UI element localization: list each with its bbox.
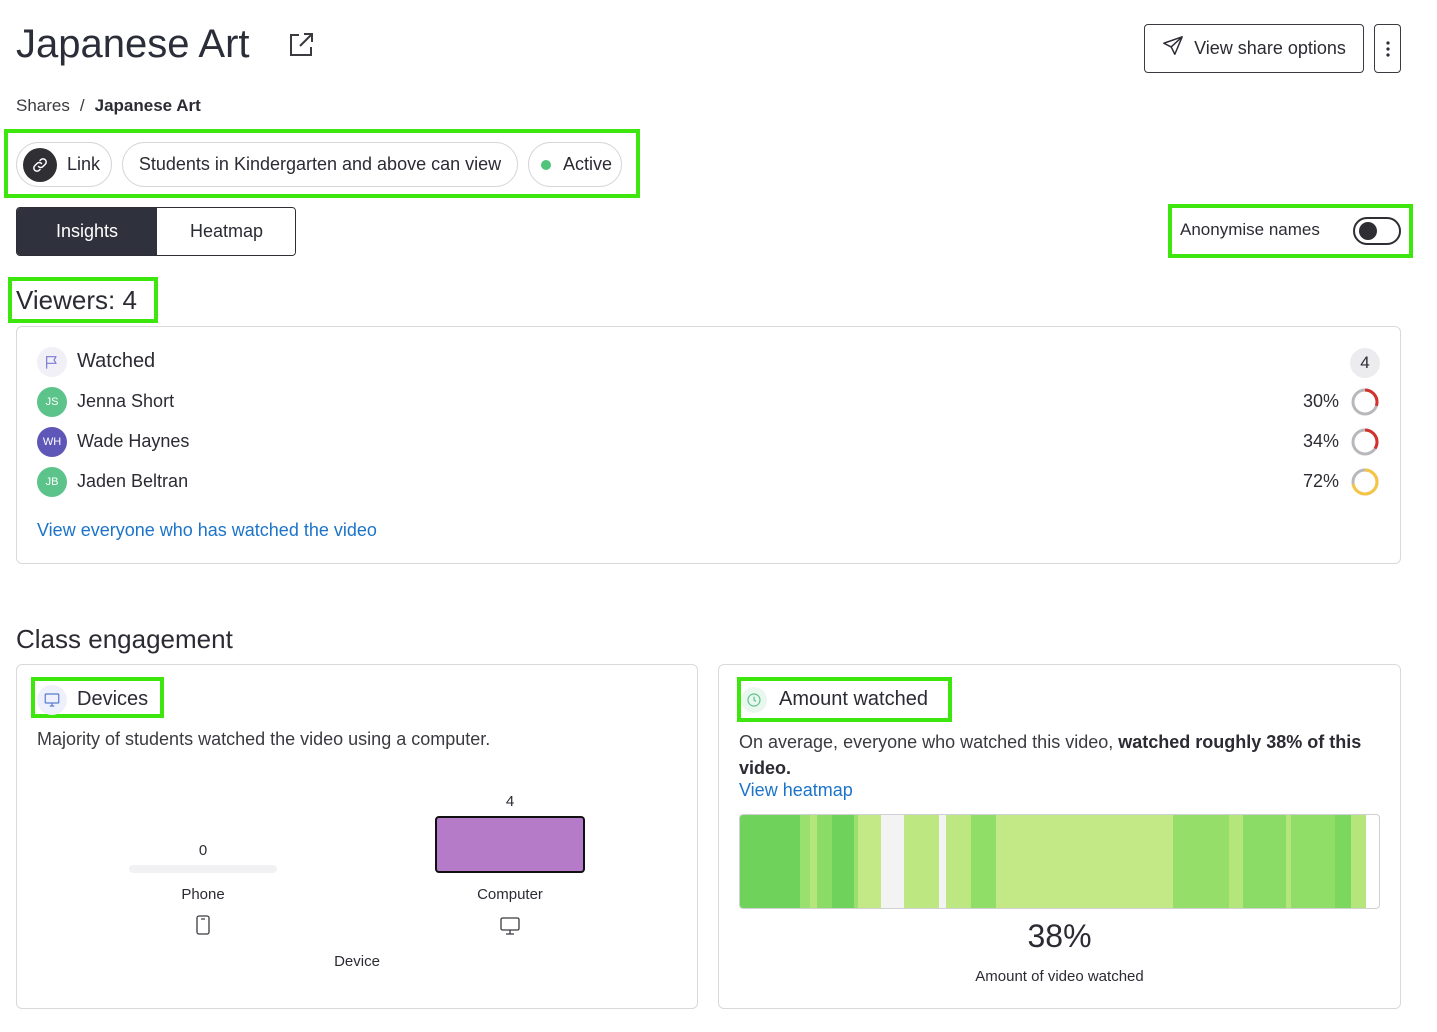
viewers-count-heading: Viewers: 4 — [16, 285, 137, 315]
breadcrumb: Shares / Japanese Art — [16, 96, 201, 116]
clock-icon — [741, 687, 767, 713]
heatmap-segment — [1335, 815, 1351, 908]
amount-watched-percent: 38% — [1027, 918, 1092, 954]
chart-data-label: 4 — [506, 793, 514, 810]
heatmap-segment — [1229, 815, 1244, 908]
heatmap-segment — [1173, 815, 1230, 908]
chart-data-label: 0 — [199, 842, 207, 859]
watched-title: Watched — [77, 350, 156, 372]
chart-bar-track — [129, 865, 277, 873]
status-chip: Active — [528, 142, 622, 187]
breadcrumb-current: Japanese Art — [94, 96, 201, 115]
heatmap-segment — [1290, 815, 1336, 908]
amount-description-bold: watched roughly 38% of this video. — [739, 732, 1362, 778]
avatar: JS — [37, 387, 67, 417]
heatmap-segment — [903, 815, 940, 908]
page-title: Japanese Art — [16, 22, 250, 66]
monitor-icon — [37, 685, 67, 715]
viewer-percent: 34% — [1302, 431, 1339, 451]
tab-heatmap[interactable]: Heatmap — [157, 208, 295, 255]
view-heatmap-link[interactable]: View heatmap — [739, 780, 853, 800]
avatar: JB — [37, 467, 67, 497]
amount-description: On average, everyone who watched this vi… — [739, 729, 1389, 781]
devices-description: Majority of students watched the video u… — [37, 729, 491, 749]
flag-icon — [37, 347, 67, 377]
audience-chip-label: Students in Kindergarten and above can v… — [138, 154, 502, 174]
viewer-name: Jenna Short — [77, 391, 175, 411]
chart-category-label: Computer — [477, 886, 543, 903]
heatmap-segment — [995, 815, 1174, 908]
heatmap-segment — [971, 815, 996, 908]
audience-chip: Students in Kindergarten and above can v… — [122, 142, 518, 187]
view-share-options-button[interactable]: View share options — [1144, 24, 1364, 73]
amount-description-plain: On average, everyone who watched this vi… — [739, 732, 1119, 752]
heatmap-segment — [1243, 815, 1286, 908]
heatmap-segment — [853, 815, 858, 908]
heatmap-segment — [800, 815, 811, 908]
status-chip-label: Active — [563, 154, 613, 174]
devices-title: Devices — [77, 688, 149, 710]
heatmap-segment — [1350, 815, 1367, 908]
heatmap-segment — [1285, 815, 1291, 908]
class-engagement-heading: Class engagement — [16, 624, 233, 654]
more-options-button[interactable] — [1374, 24, 1401, 73]
external-link-icon[interactable] — [286, 30, 316, 60]
highlight-viewers — [8, 277, 158, 323]
vertical-dots-icon — [1385, 40, 1390, 57]
tab-insights[interactable]: Insights — [17, 208, 157, 255]
link-icon — [23, 147, 57, 182]
highlight-amount-watched — [737, 677, 952, 722]
anonymise-toggle[interactable] — [1353, 217, 1401, 245]
devices-chart: 0 Phone 4 Computer Device — [129, 793, 585, 970]
amount-watched-caption: Amount of video watched — [975, 968, 1144, 985]
avatar: WH — [37, 427, 67, 457]
heatmap-segment — [810, 815, 817, 908]
chart-category-label: Phone — [181, 886, 224, 903]
heatmap-segment — [945, 815, 972, 908]
view-tabs: Insights Heatmap — [16, 207, 296, 256]
link-chip: Link — [16, 142, 112, 187]
chart-x-axis-label: Device — [334, 953, 380, 970]
heatmap-segment — [816, 815, 832, 908]
heatmap-segment — [857, 815, 881, 908]
phone-icon — [196, 915, 210, 935]
heatmap-segment — [831, 815, 854, 908]
highlight-anonymise — [1168, 204, 1413, 258]
breadcrumb-separator: / — [79, 96, 85, 115]
viewer-percent: 30% — [1302, 391, 1339, 411]
active-status-dot — [541, 159, 551, 170]
viewer-percent: 72% — [1302, 471, 1339, 491]
send-icon — [1162, 35, 1184, 62]
viewer-name: Wade Haynes — [77, 431, 190, 451]
breadcrumb-shares[interactable]: Shares — [16, 96, 70, 115]
toggle-knob — [1359, 222, 1377, 240]
watch-heatmap-bar — [739, 814, 1380, 909]
amount-watched-title: Amount watched — [779, 688, 928, 710]
link-chip-label: Link — [67, 154, 101, 174]
watched-count-badge: 4 — [1350, 348, 1380, 378]
heatmap-segment — [939, 815, 946, 908]
watched-card — [16, 326, 1401, 564]
progress-ring — [1351, 388, 1379, 416]
computer-icon — [500, 917, 520, 935]
view-everyone-link[interactable]: View everyone who has watched the video — [37, 520, 377, 540]
highlight-chips — [4, 129, 640, 198]
progress-ring — [1351, 428, 1379, 456]
anonymise-label: Anonymise names — [1180, 220, 1320, 239]
heatmap-segment — [740, 815, 801, 908]
progress-ring — [1351, 468, 1379, 496]
share-button-label: View share options — [1194, 38, 1346, 58]
highlight-devices — [31, 677, 164, 718]
heatmap-segment — [880, 815, 904, 908]
chart-bar — [435, 816, 585, 873]
viewer-name: Jaden Beltran — [77, 471, 189, 491]
